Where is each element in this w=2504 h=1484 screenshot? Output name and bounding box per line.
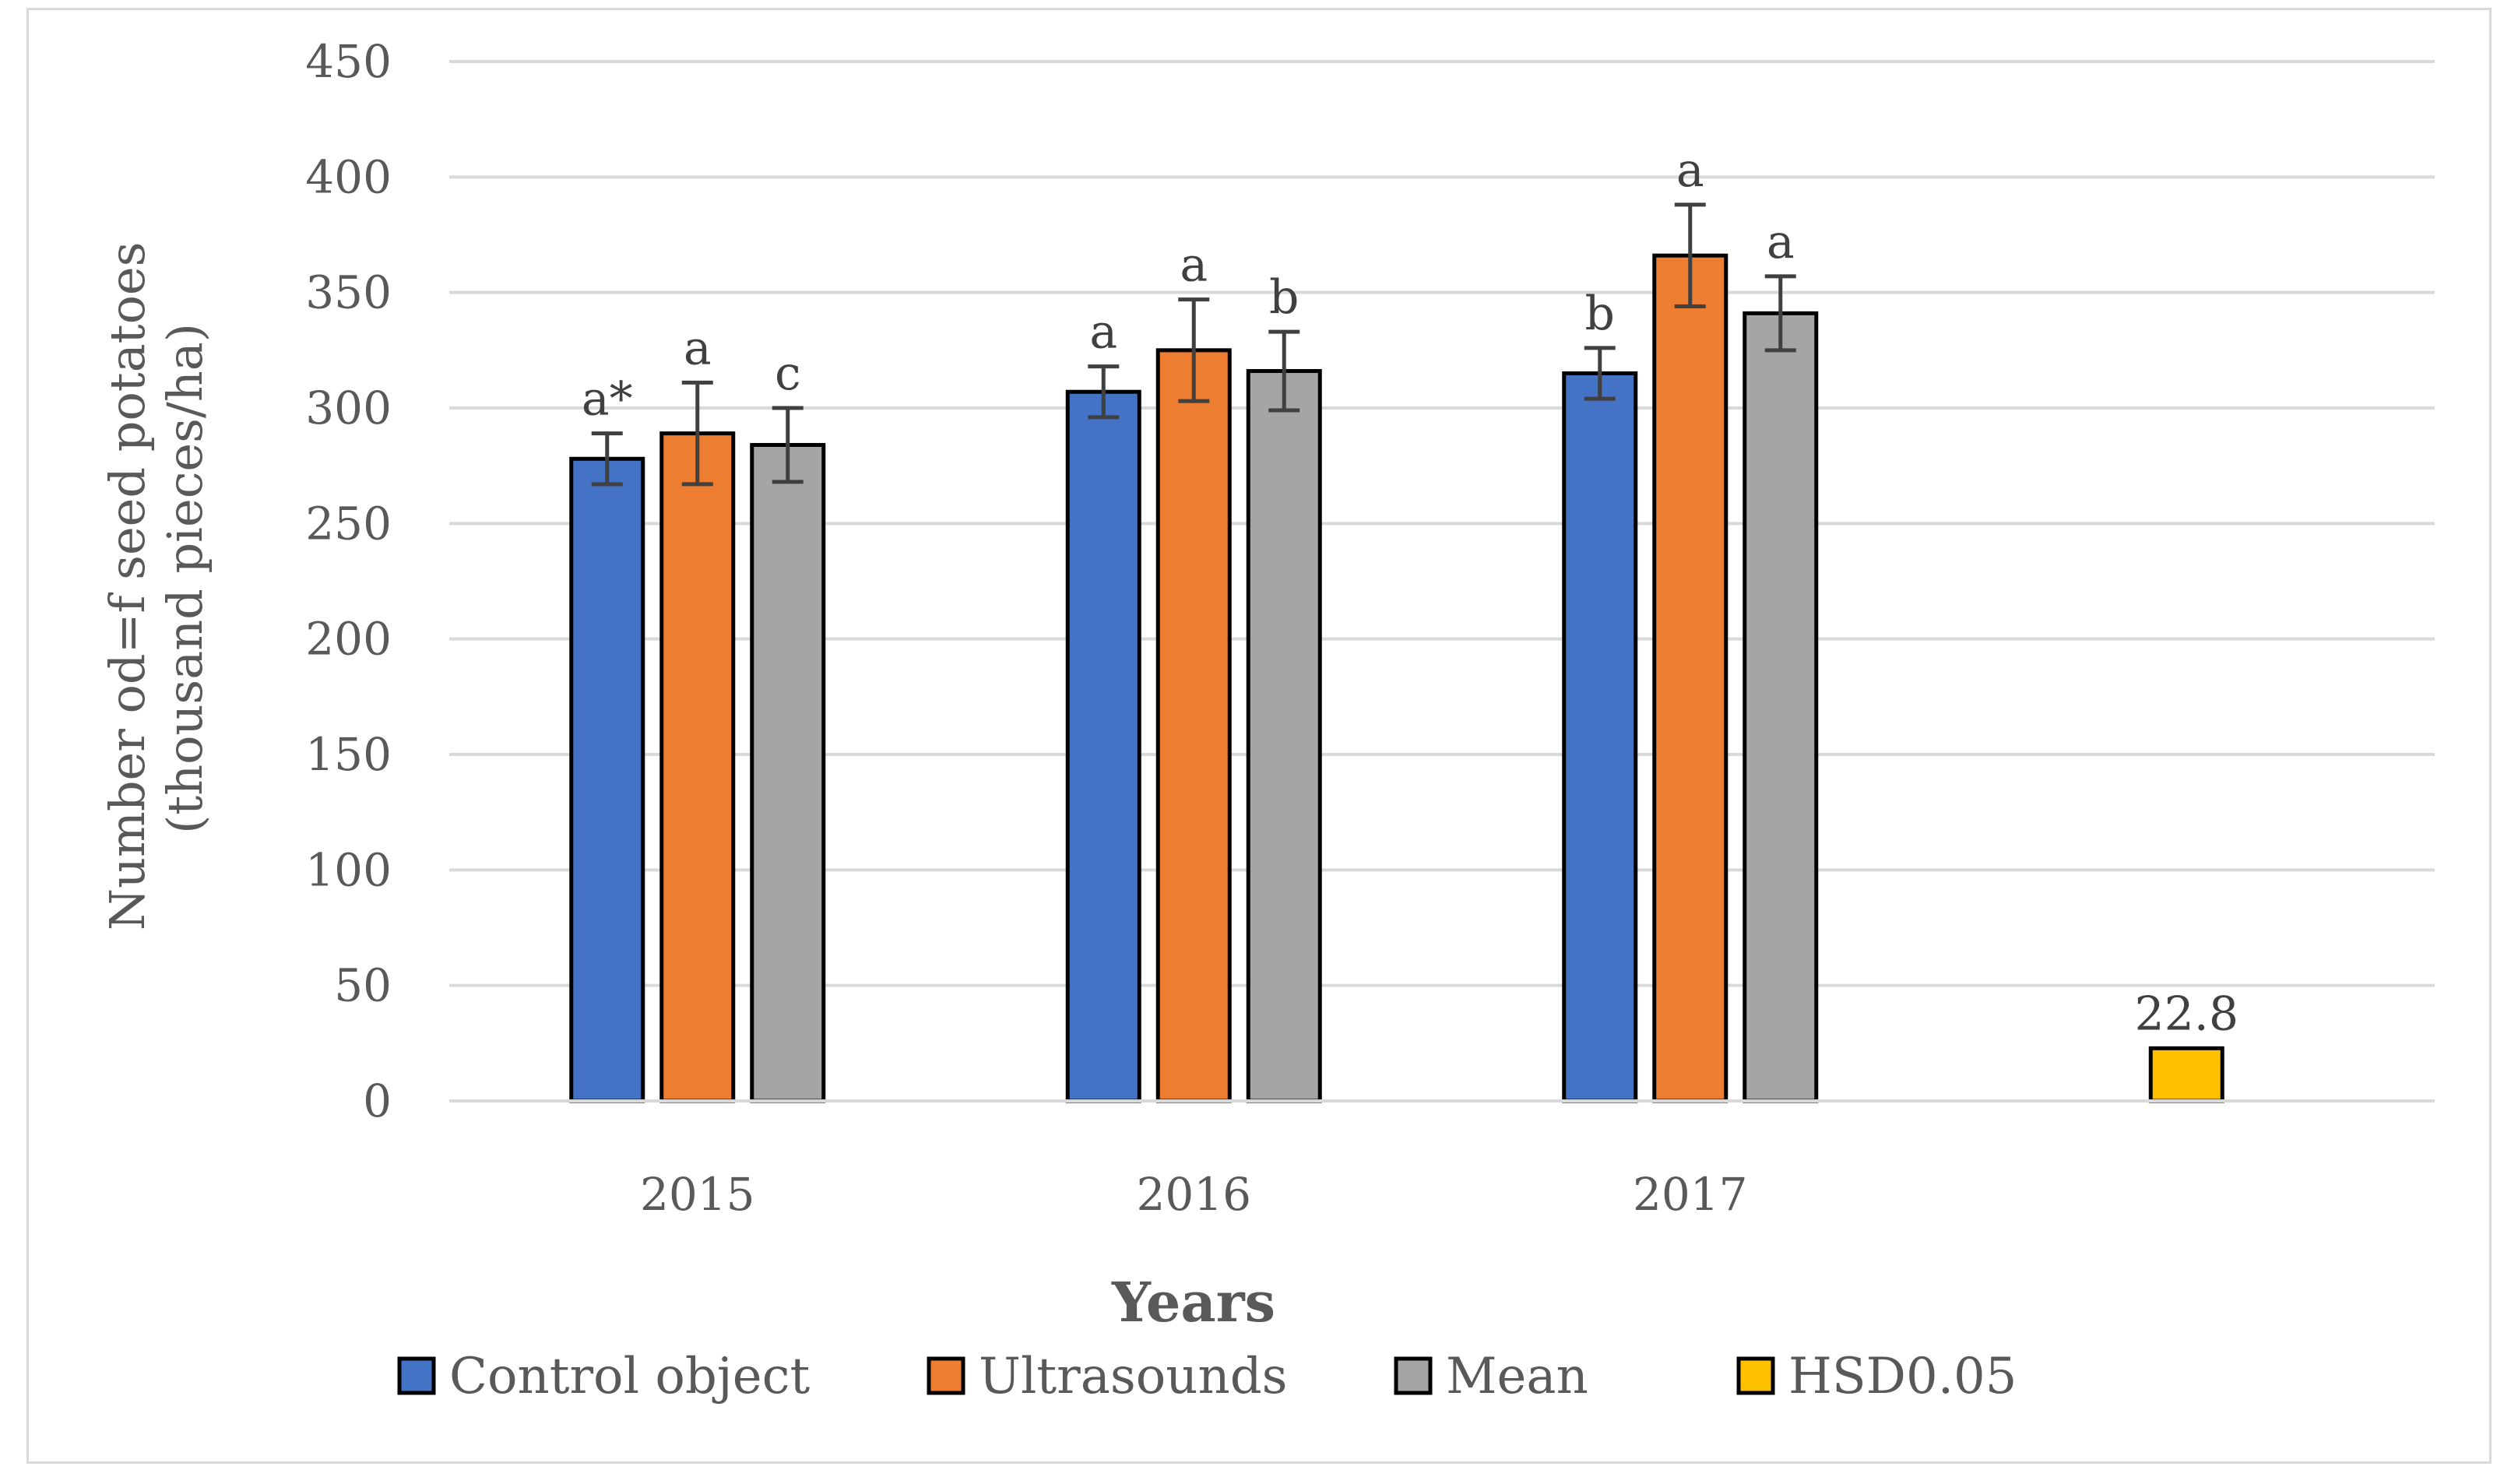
data-label: b: [1585, 287, 1615, 341]
bars: [569, 253, 2224, 1103]
legend-swatch: [1394, 1356, 1433, 1395]
bar-mean-2016: [1246, 369, 1322, 1103]
error-bars: [591, 202, 1796, 487]
x-tick-label: 2015: [640, 1168, 755, 1221]
data-label: a*: [582, 372, 633, 427]
y-tick-label: 400: [305, 150, 392, 203]
chart-svg: 0 50 100 150 200 250 300 350 400 450 a* a c a a b b a a 22…: [99, 35, 2435, 1405]
chart-frame: 0 50 100 150 200 250 300 350 400 450 a* a c a a b b a a 22…: [26, 8, 2492, 1464]
x-axis-title: Years: [1111, 1270, 1275, 1335]
legend-label: Ultrasounds: [979, 1348, 1288, 1405]
x-tick-label: 2017: [1633, 1168, 1748, 1221]
bar-control-object-2015: [569, 456, 645, 1103]
legend-label: Mean: [1446, 1348, 1588, 1405]
data-label: a: [1180, 238, 1208, 293]
bar-hsd0-05-hsd: [2148, 1046, 2224, 1103]
legend-label: HSD0.05: [1788, 1348, 2017, 1405]
bar-mean-2017: [1743, 311, 1819, 1103]
y-tick-label: 150: [305, 728, 392, 781]
data-label: c: [775, 346, 801, 401]
y-tick-label: 100: [305, 843, 392, 896]
legend-label: Control object: [449, 1348, 810, 1405]
y-tick-label: 200: [305, 613, 392, 666]
data-label: a: [1767, 215, 1795, 269]
x-tick-label: 2016: [1136, 1168, 1251, 1221]
y-tick-label: 300: [305, 382, 392, 434]
y-axis-title: Number od=f seed potatoes (thousand piec…: [99, 227, 213, 930]
y-tick-label: 450: [305, 35, 392, 88]
data-labels: a* a c a a b b a a 22.8: [582, 143, 2238, 1041]
y-tick-label: 250: [305, 497, 392, 550]
x-axis-ticks: 2015 2016 2017: [640, 1168, 1748, 1221]
y-tick-label: 350: [305, 266, 392, 319]
data-label: a: [1089, 305, 1117, 360]
data-label: a: [1676, 143, 1704, 198]
data-label: b: [1269, 270, 1299, 325]
bar-mean-2015: [750, 442, 826, 1103]
legend-swatch: [1736, 1356, 1775, 1395]
y-tick-label: 0: [363, 1074, 392, 1127]
data-label: a: [684, 321, 712, 375]
bar-ultrasounds-2016: [1155, 348, 1232, 1103]
legend-swatch: [397, 1356, 436, 1395]
bar-ultrasounds-2017: [1652, 253, 1729, 1103]
legend-swatch: [927, 1356, 965, 1395]
y-axis-title-line1: Number od=f seed potatoes: [99, 242, 156, 931]
data-label: 22.8: [2134, 986, 2238, 1041]
y-axis-ticks: 0 50 100 150 200 250 300 350 400 450: [305, 35, 392, 1127]
y-tick-label: 50: [334, 959, 392, 1012]
legend: Control object Ultrasounds Mean HSD0.05: [397, 1348, 2017, 1405]
y-axis-title-line2: (thousand pieces/ha): [156, 323, 213, 834]
grid-lines: [449, 60, 2435, 987]
bar-ultrasounds-2015: [659, 431, 736, 1103]
bar-control-object-2016: [1065, 389, 1141, 1103]
bar-control-object-2017: [1562, 371, 1638, 1103]
